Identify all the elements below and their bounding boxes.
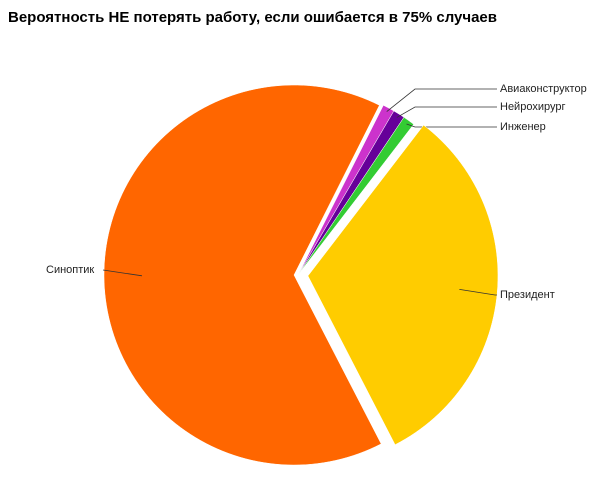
slice-label: Президент [500, 289, 555, 301]
slice-label: Инженер [500, 121, 546, 133]
leader-line [459, 289, 497, 296]
leader-line [102, 269, 143, 277]
leader-line [386, 88, 497, 112]
pie-slice [297, 116, 415, 276]
leader-line [406, 123, 497, 128]
pie-slice [307, 124, 499, 446]
slice-label: Авиаконструктор [500, 83, 587, 95]
slice-label: Нейрохирург [500, 101, 565, 113]
leader-line [396, 106, 497, 118]
chart-title: Вероятность НЕ потерять работу, если оши… [8, 9, 497, 26]
pie-slice [103, 84, 382, 466]
slice-label: Синоптик [46, 264, 94, 276]
